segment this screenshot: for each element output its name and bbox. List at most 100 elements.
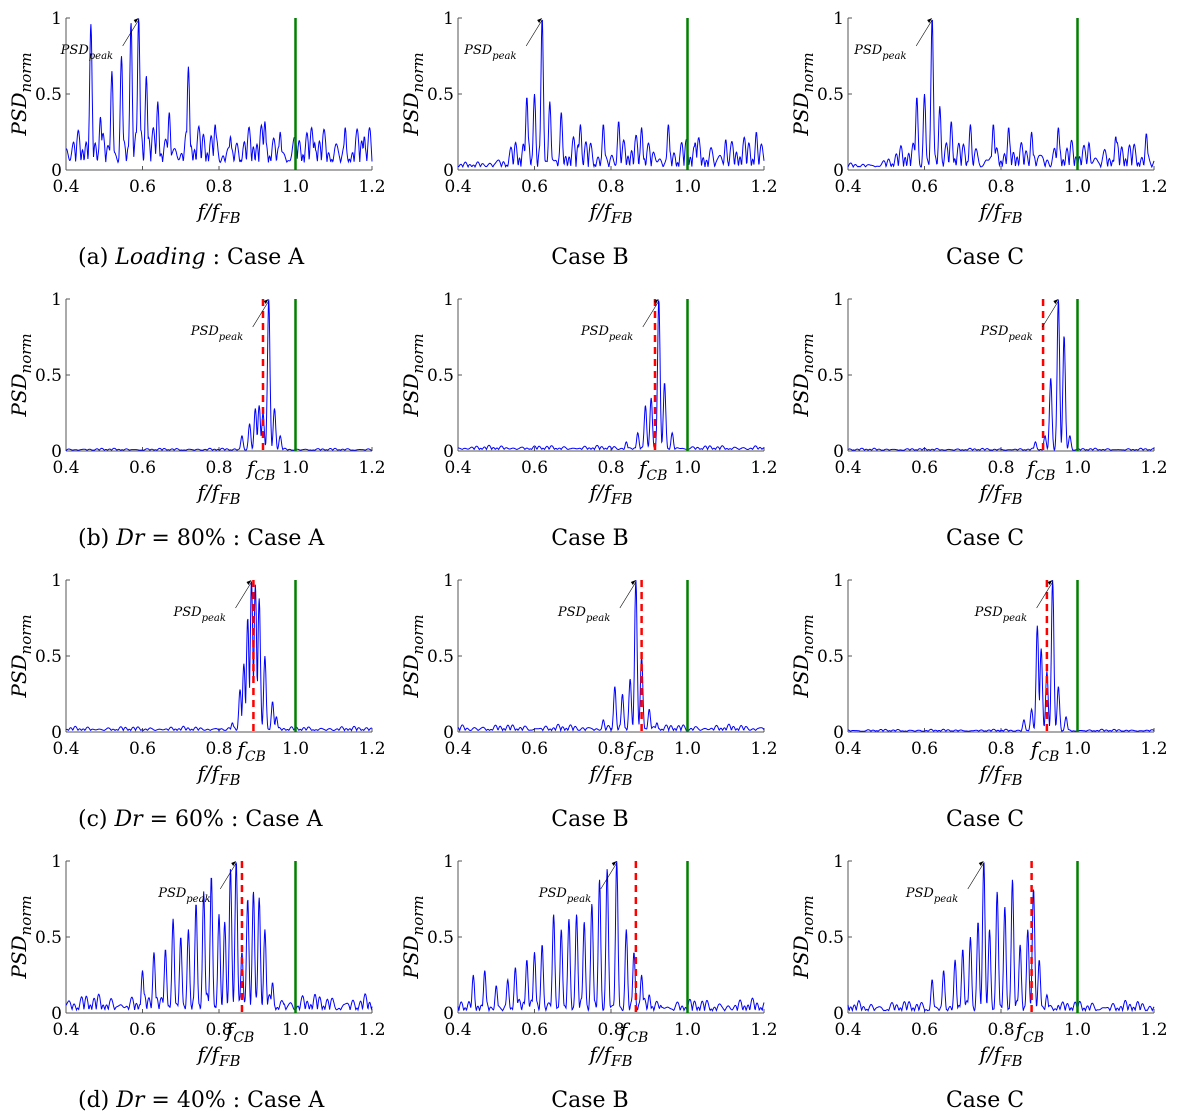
peak-arrow [600, 862, 617, 890]
y-tick-label: 1 [833, 571, 844, 591]
psd-series [847, 862, 1155, 1013]
peak-arrowhead [263, 299, 269, 304]
psd-peak-annotation: PSDpeak [853, 43, 906, 62]
x-tick-label: 1.2 [750, 177, 777, 197]
x-tick-label: 0.6 [521, 177, 548, 197]
x-tick-label: 0.4 [444, 177, 471, 197]
x-tick-label: 1.0 [282, 177, 309, 197]
x-axis-label: f/fFB [978, 1042, 1023, 1070]
psd-series [847, 580, 1155, 732]
y-axis-label: PSDnorm [789, 333, 817, 417]
x-tick-label: 1.2 [750, 1020, 777, 1040]
x-tick-label: 0.6 [129, 177, 156, 197]
psd-series [847, 299, 1155, 452]
y-tick-label: 1 [51, 571, 62, 591]
y-tick-label: 0 [51, 723, 62, 743]
x-axis-label: f/fFB [196, 761, 241, 789]
x-tick-label: 0.6 [911, 458, 938, 478]
psd-peak-annotation: PSDpeak [173, 605, 226, 624]
caption-case-c: Case C [946, 526, 1024, 551]
f-cb-label: fCB [1014, 1018, 1044, 1046]
y-tick-label: 0 [833, 442, 844, 462]
x-axis-label: f/fFB [978, 480, 1023, 508]
x-tick-label: 0.4 [444, 458, 471, 478]
y-axis-label: PSDnorm [789, 52, 817, 136]
x-tick-label: 1.2 [1140, 458, 1167, 478]
x-tick-label: 1.0 [1064, 177, 1091, 197]
y-tick-label: 1 [443, 571, 454, 591]
f-cb-label: fCB [637, 456, 667, 484]
x-tick-label: 1.0 [282, 1020, 309, 1040]
peak-arrow [122, 19, 139, 47]
x-tick-label: 1.2 [750, 739, 777, 759]
y-tick-label: 0 [51, 1004, 62, 1024]
peak-arrowhead [133, 18, 139, 23]
x-tick-label: 1.2 [1140, 739, 1167, 759]
psd-peak-annotation: PSDpeak [580, 324, 633, 343]
peak-arrowhead [1053, 299, 1059, 304]
panel-2-1: 0 0.5 1 0.4 0.6 0.8 1.0 1.2 fCB PSDpeak PSDnorm f/f… [399, 571, 778, 789]
caption-row-0: (a) Loading : Case A [78, 245, 305, 270]
peak-arrow [967, 862, 985, 890]
peak-arrowhead [537, 18, 543, 23]
x-tick-label: 1.2 [1140, 177, 1167, 197]
peak-arrow [915, 19, 933, 47]
x-tick-label: 1.2 [358, 177, 385, 197]
x-tick-label: 1.0 [674, 177, 701, 197]
peak-arrow [1036, 581, 1053, 609]
peak-arrowhead [630, 580, 636, 585]
x-tick-label: 0.4 [834, 739, 861, 759]
psd-peak-annotation: PSDpeak [557, 605, 610, 624]
y-tick-label: 0.5 [427, 366, 454, 386]
x-tick-label: 1.2 [1140, 1020, 1167, 1040]
y-tick-label: 0.5 [35, 366, 62, 386]
psd-series [457, 300, 765, 451]
psd-series [65, 581, 373, 732]
y-tick-label: 1 [833, 852, 844, 872]
y-tick-label: 0 [443, 1004, 454, 1024]
y-tick-label: 0.5 [817, 928, 844, 948]
x-tick-label: 0.6 [129, 739, 156, 759]
x-tick-label: 0.8 [987, 1020, 1014, 1040]
psd-peak-annotation: PSDpeak [538, 886, 591, 905]
x-tick-label: 0.8 [597, 1020, 624, 1040]
x-tick-label: 1.0 [282, 458, 309, 478]
x-axis-label: f/fFB [588, 1042, 633, 1070]
psd-peak-annotation: PSDpeak [157, 886, 210, 905]
f-cb-label: fCB [245, 456, 275, 484]
x-tick-label: 1.0 [674, 739, 701, 759]
y-axis-label: PSDnorm [7, 895, 35, 979]
x-tick-label: 0.6 [521, 458, 548, 478]
peak-arrow [619, 581, 637, 609]
x-tick-label: 0.6 [911, 1020, 938, 1040]
f-cb-label: fCB [1029, 737, 1059, 765]
x-tick-label: 1.0 [1064, 1020, 1091, 1040]
y-tick-label: 1 [833, 9, 844, 29]
y-tick-label: 1 [833, 290, 844, 310]
x-tick-label: 0.8 [205, 458, 232, 478]
x-tick-label: 0.4 [52, 458, 79, 478]
peak-arrowhead [927, 18, 933, 23]
caption-case-b: Case B [551, 245, 628, 270]
peak-arrow [1042, 300, 1059, 328]
y-tick-label: 0.5 [427, 85, 454, 105]
peak-arrowhead [246, 580, 252, 585]
x-tick-label: 1.2 [358, 458, 385, 478]
x-axis-label: f/fFB [978, 761, 1023, 789]
x-tick-label: 0.4 [52, 1020, 79, 1040]
y-tick-label: 0.5 [817, 647, 844, 667]
caption-case-b: Case B [551, 526, 628, 551]
caption-row-2: (c) Dr = 60% : Case A [78, 807, 324, 832]
peak-arrowhead [1047, 580, 1053, 585]
x-tick-label: 0.6 [521, 1020, 548, 1040]
x-tick-label: 0.8 [597, 458, 624, 478]
x-tick-label: 0.4 [444, 739, 471, 759]
x-tick-label: 1.2 [358, 739, 385, 759]
y-tick-label: 0.5 [427, 928, 454, 948]
psd-peak-annotation: PSDpeak [190, 324, 243, 343]
x-axis-label: f/fFB [196, 1042, 241, 1070]
y-tick-label: 0.5 [817, 85, 844, 105]
caption-row-1: (b) Dr = 80% : Case A [78, 526, 325, 551]
psd-series [65, 18, 373, 164]
f-cb-label: fCB [235, 737, 265, 765]
